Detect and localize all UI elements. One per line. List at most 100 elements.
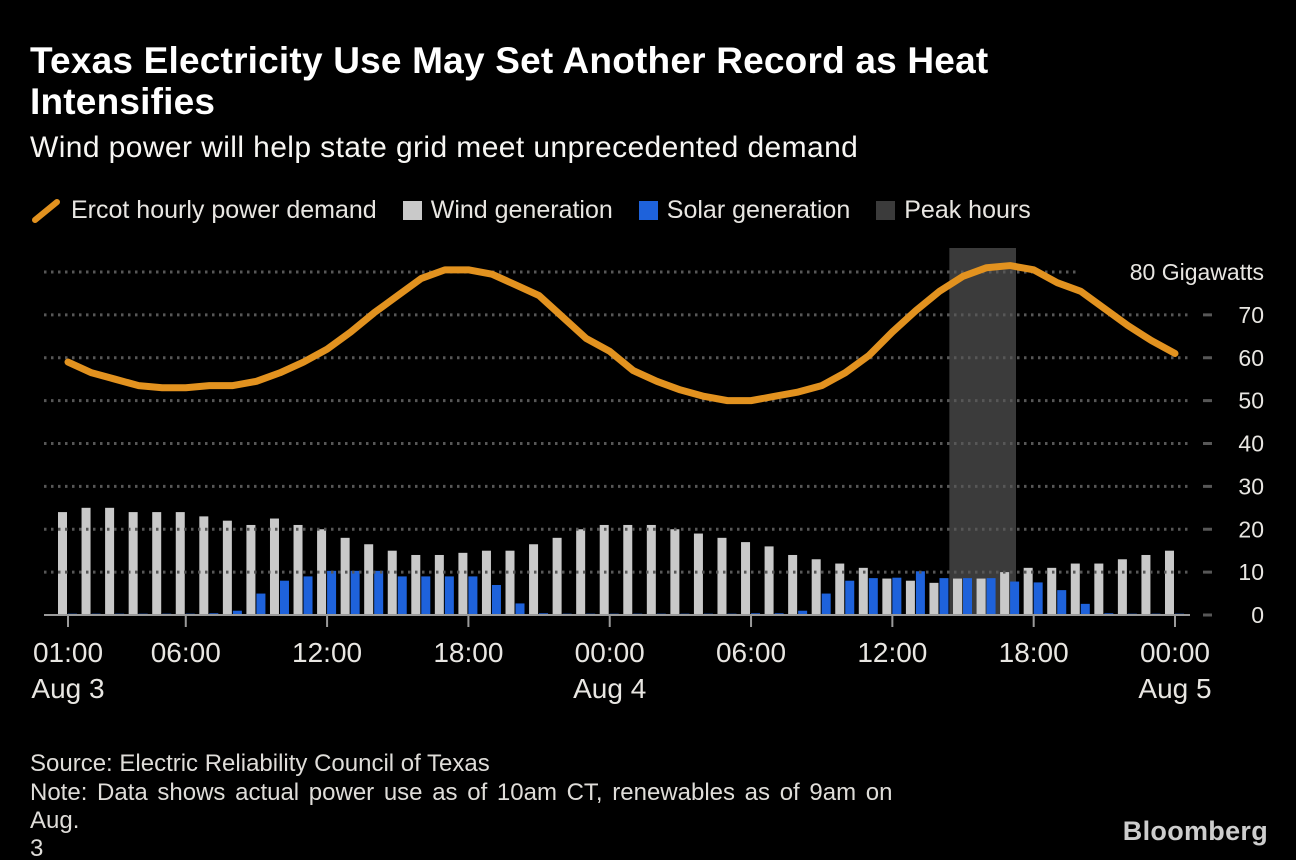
wind-bar xyxy=(741,542,751,615)
solar-bar xyxy=(303,576,313,615)
wind-bar xyxy=(152,512,162,615)
bloomberg-logo: Bloomberg xyxy=(1122,816,1268,846)
legend-item-demand: Ercot hourly power demand xyxy=(30,196,377,225)
wind-bar xyxy=(552,537,562,615)
x-axis-label: 00:00 xyxy=(1140,637,1210,668)
wind-bar xyxy=(293,524,303,615)
solar-bar xyxy=(963,578,973,615)
legend-label-wind: Wind generation xyxy=(430,196,613,224)
solar-bar xyxy=(798,610,808,615)
solar-bar xyxy=(444,576,454,615)
x-axis-label: 06:00 xyxy=(151,637,221,668)
x-axis-label: 00:00 xyxy=(575,637,645,668)
solar-bar xyxy=(1010,581,1020,615)
wind-bar xyxy=(623,524,633,615)
solar-bar xyxy=(397,576,407,615)
wind-bar xyxy=(1047,567,1057,615)
solar-swatch-icon xyxy=(638,201,658,220)
solar-bar xyxy=(232,610,242,615)
wind-bar xyxy=(576,529,586,615)
wind-bar xyxy=(434,554,444,615)
wind-bar xyxy=(788,554,798,615)
peak-hours-swatch-icon xyxy=(876,201,896,220)
wind-bar xyxy=(317,529,327,615)
wind-bar xyxy=(835,563,845,615)
wind-bar xyxy=(929,582,939,615)
wind-bar xyxy=(387,550,397,615)
wind-bar xyxy=(529,544,539,615)
note-text-line1: Note: Data shows actual power use as of … xyxy=(30,779,893,834)
wind-bar xyxy=(811,559,821,615)
wind-bar xyxy=(599,524,609,615)
solar-bar xyxy=(939,578,949,615)
y-axis-label: 80 Gigawatts xyxy=(1130,259,1264,285)
solar-bar xyxy=(821,593,831,615)
x-axis-label: 01:00 xyxy=(33,637,103,668)
wind-bar xyxy=(81,507,91,615)
wind-bar xyxy=(1094,563,1104,615)
peak-hours-band xyxy=(949,248,1017,615)
x-axis-label: 18:00 xyxy=(999,637,1069,668)
wind-bar xyxy=(340,537,350,615)
wind-bar xyxy=(1141,554,1151,615)
wind-bar xyxy=(646,524,656,615)
wind-bar xyxy=(717,537,727,615)
wind-swatch-icon xyxy=(402,201,422,220)
y-axis-label: 40 xyxy=(1238,431,1264,457)
y-axis-label: 20 xyxy=(1238,516,1264,542)
legend-label-peak-hours: Peak hours xyxy=(904,196,1031,224)
solar-bar xyxy=(279,580,289,615)
y-axis-label: 30 xyxy=(1238,473,1264,499)
solar-bar xyxy=(421,576,431,615)
wind-bar xyxy=(105,507,115,615)
x-axis-date-label: Aug 4 xyxy=(573,673,646,704)
legend-item-peak-hours: Peak hours xyxy=(876,196,1031,225)
wind-bar xyxy=(128,512,138,615)
note-text-line2: 3 xyxy=(30,835,44,860)
wind-bar xyxy=(1117,559,1127,615)
wind-bar xyxy=(693,533,703,615)
demand-line-swatch-icon xyxy=(32,198,60,223)
wind-bar xyxy=(505,550,515,615)
wind-bar xyxy=(246,524,256,615)
y-axis-label: 60 xyxy=(1238,345,1264,371)
y-axis-label: 50 xyxy=(1238,388,1264,414)
wind-bar xyxy=(458,552,468,615)
wind-bar xyxy=(1070,563,1080,615)
solar-bar xyxy=(1057,590,1067,615)
wind-bar xyxy=(199,516,209,615)
solar-bar xyxy=(350,570,360,615)
legend-label-demand: Ercot hourly power demand xyxy=(71,196,377,224)
solar-bar xyxy=(868,578,878,615)
chart-title-line2: Intensifies xyxy=(30,81,216,122)
chart-title: Texas Electricity Use May Set Another Re… xyxy=(30,40,1210,122)
x-axis-date-label: Aug 3 xyxy=(31,673,104,704)
demand-line xyxy=(64,262,1179,405)
solar-bar xyxy=(845,580,855,615)
wind-bar xyxy=(269,518,279,615)
wind-bar xyxy=(222,520,232,615)
solar-bar xyxy=(468,576,478,615)
wind-bar xyxy=(175,512,185,615)
wind-bar xyxy=(882,578,892,615)
legend-item-solar: Solar generation xyxy=(638,196,851,225)
solar-bar xyxy=(491,584,501,615)
x-axis-label: 12:00 xyxy=(857,637,927,668)
chart-title-line1: Texas Electricity Use May Set Another Re… xyxy=(30,40,989,81)
solar-bar xyxy=(515,603,525,615)
legend-label-solar: Solar generation xyxy=(666,196,851,224)
legend-item-wind: Wind generation xyxy=(402,196,613,225)
source-text: Source: Electric Reliability Council of … xyxy=(30,750,490,777)
chart-subtitle: Wind power will help state grid meet unp… xyxy=(30,131,859,164)
wind-bar xyxy=(976,578,986,615)
solar-bar xyxy=(1033,582,1043,615)
wind-bar xyxy=(364,544,374,615)
wind-bar xyxy=(953,578,963,615)
solar-bar xyxy=(327,570,337,615)
x-axis-label: 06:00 xyxy=(716,637,786,668)
solar-bar xyxy=(1080,603,1090,615)
solar-bar xyxy=(374,570,384,615)
wind-bar xyxy=(905,580,915,615)
y-axis-label: 10 xyxy=(1238,559,1264,585)
